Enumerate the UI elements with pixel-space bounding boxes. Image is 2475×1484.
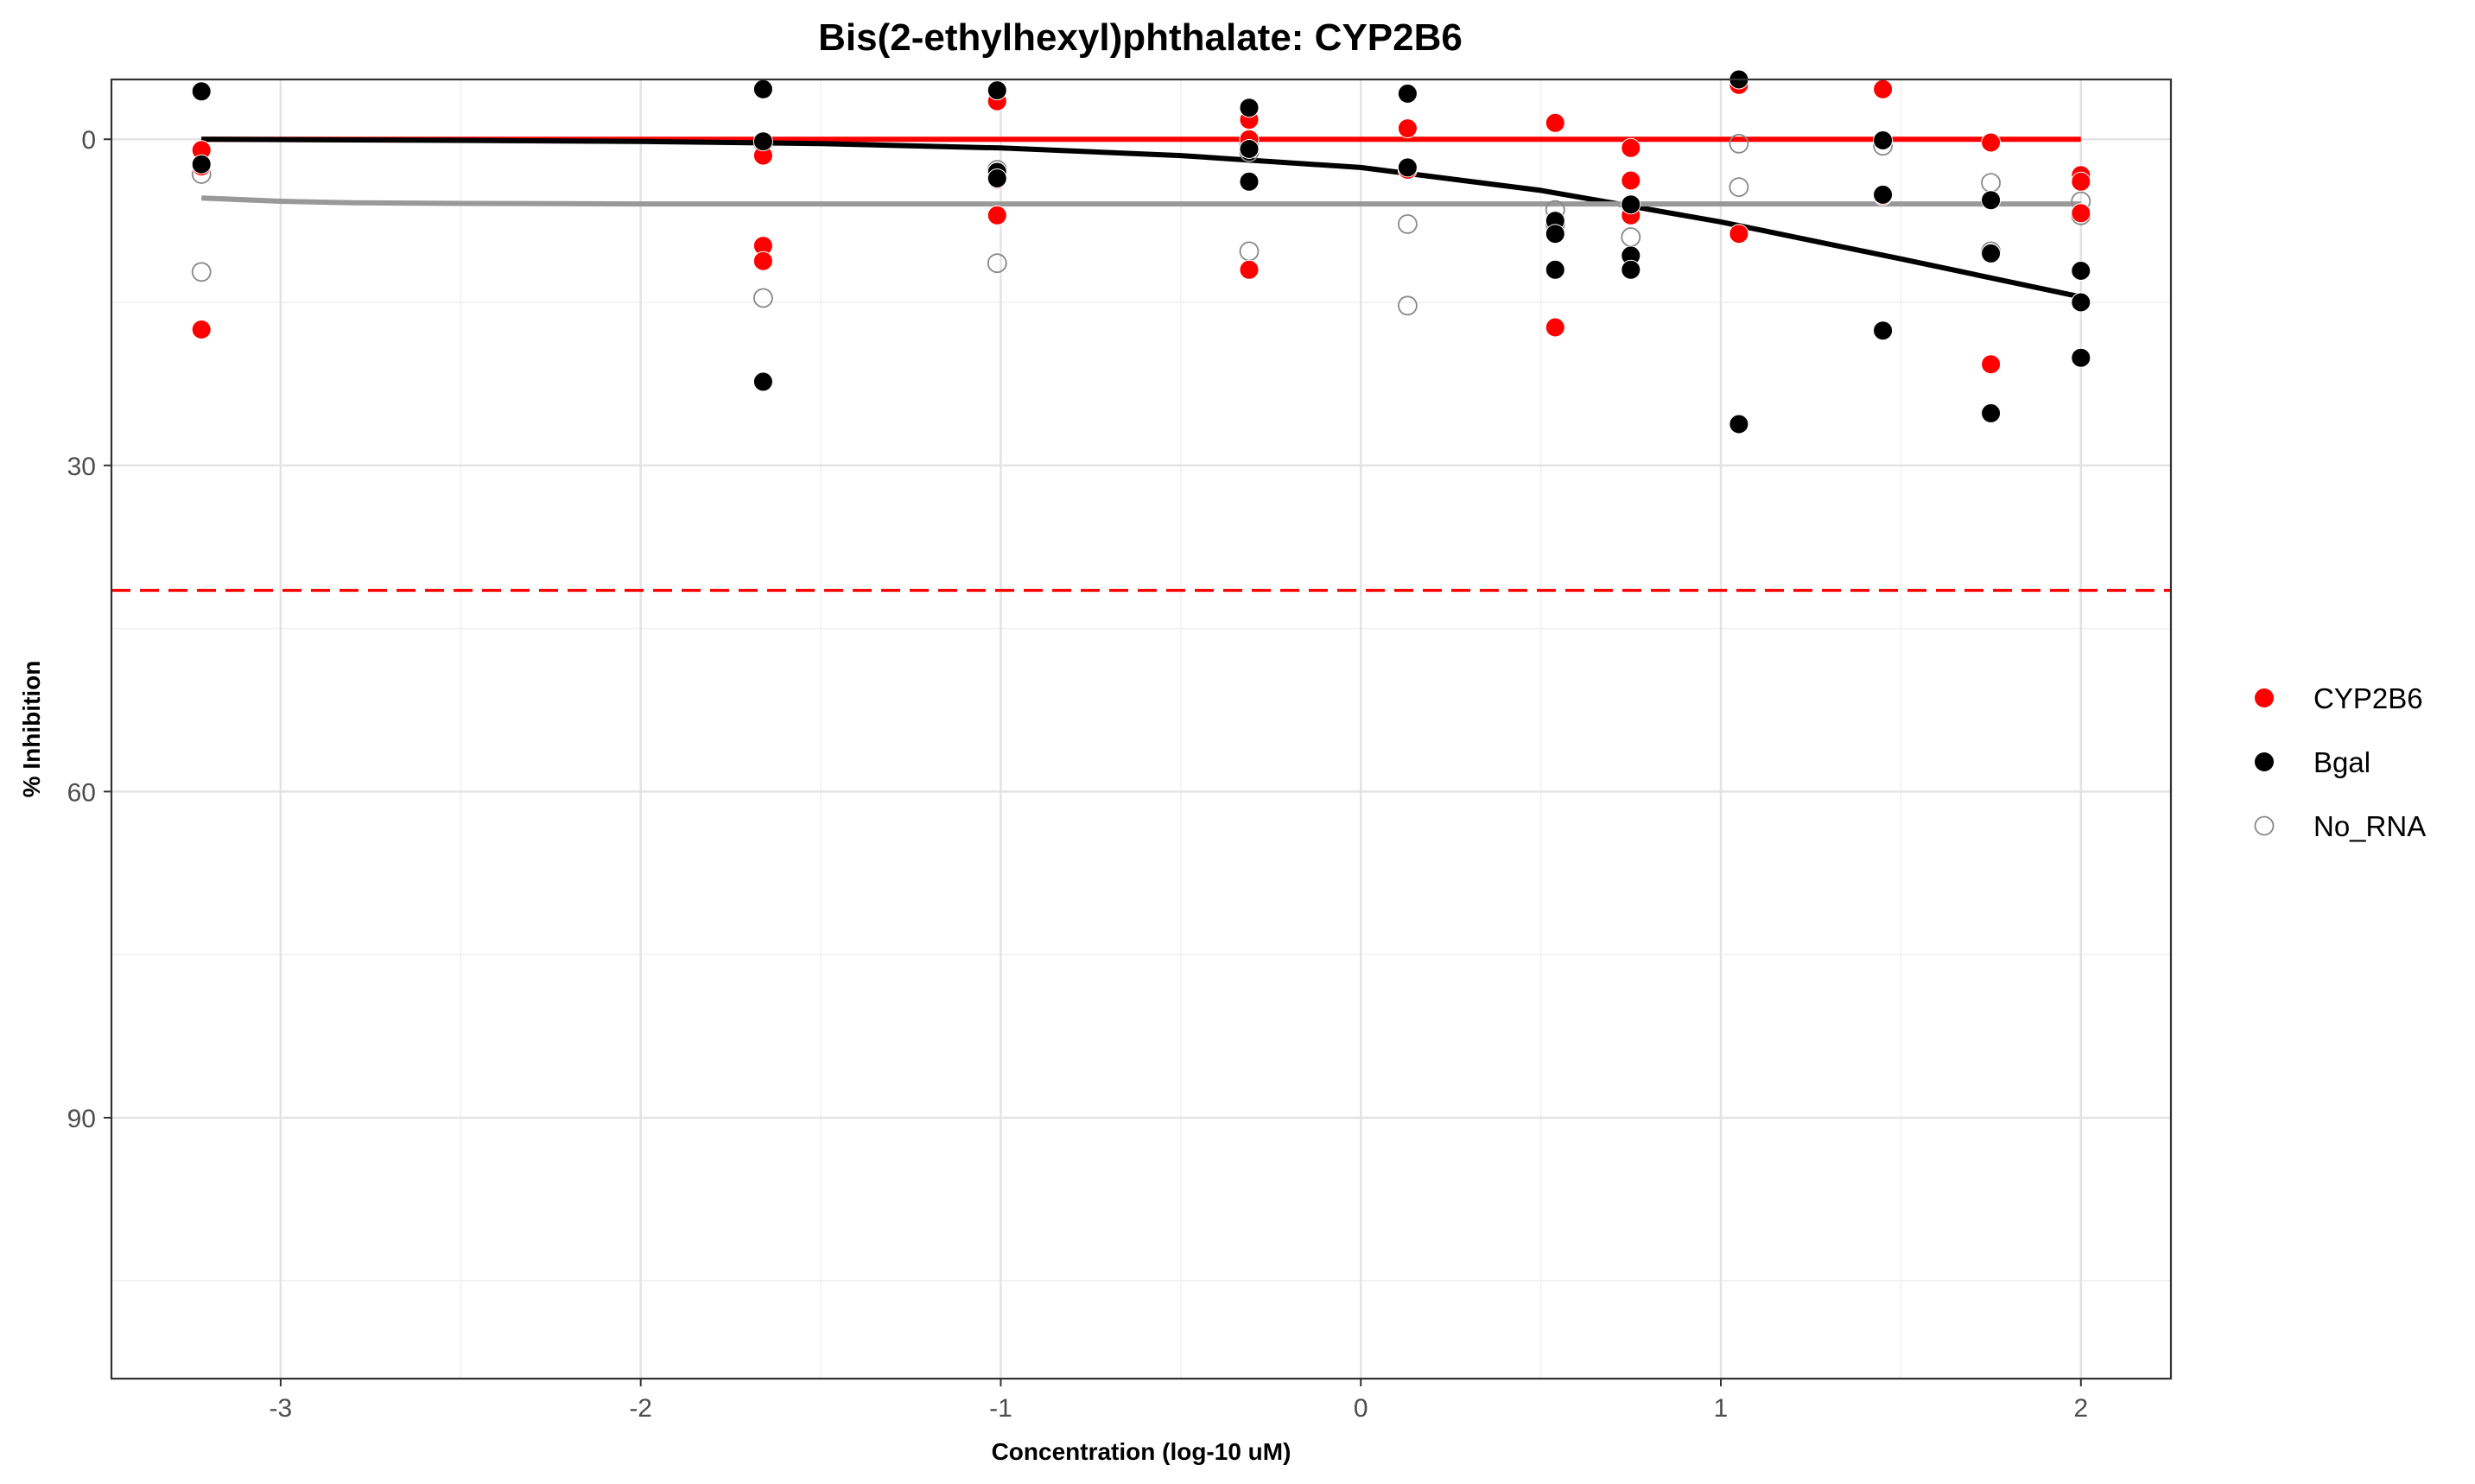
cyp2b6-point bbox=[1981, 132, 2002, 153]
cyp2b6-point bbox=[191, 320, 212, 339]
y-tick-label: 30 bbox=[67, 453, 96, 481]
cyp2b6-point bbox=[987, 205, 1007, 225]
y-tick-label: 60 bbox=[67, 778, 96, 807]
bgal-point bbox=[1397, 157, 1418, 178]
no-rna-point bbox=[1729, 177, 1749, 198]
cyp2b6-point bbox=[2071, 203, 2091, 224]
x-tick-label: 0 bbox=[1354, 1394, 1368, 1423]
y-tick-label: 0 bbox=[81, 126, 96, 155]
bgal-point bbox=[1397, 83, 1418, 104]
bgal-point bbox=[752, 371, 773, 392]
cyp2b6-point bbox=[1621, 170, 1641, 191]
bgal-fit-line bbox=[201, 136, 2082, 300]
cyp2b6-point bbox=[1545, 112, 1565, 133]
bgal-point bbox=[2071, 292, 2091, 313]
fit-lines bbox=[201, 136, 2082, 300]
bgal-point bbox=[1239, 98, 1260, 118]
x-tick-label: 1 bbox=[1714, 1394, 1729, 1423]
y-axis: 0 30 60 90 bbox=[67, 126, 111, 1133]
bgal-point bbox=[1873, 320, 1894, 341]
cyp2b6-point bbox=[1239, 259, 1260, 280]
bgal-point bbox=[1621, 259, 1641, 280]
cyp2b6-point bbox=[1397, 118, 1418, 139]
bgal-point bbox=[1873, 184, 1894, 205]
no-rna-point bbox=[753, 288, 773, 308]
legend-key-cyp2b6 bbox=[2255, 688, 2274, 707]
bgal-point bbox=[1239, 139, 1260, 159]
bgal-point bbox=[752, 79, 773, 99]
x-axis-title: Concentration (log-10 uM) bbox=[992, 1438, 1291, 1465]
cyp2b6-point bbox=[1873, 79, 1894, 99]
no-rna-point bbox=[191, 262, 212, 282]
cyp2b6-point bbox=[1545, 317, 1565, 338]
bgal-point bbox=[191, 81, 212, 102]
cyp2b6-point bbox=[1729, 224, 1749, 244]
x-tick-label: -3 bbox=[270, 1394, 293, 1423]
legend-label-cyp2b6: CYP2B6 bbox=[2313, 682, 2423, 714]
no-rna-fit-line bbox=[201, 195, 2081, 207]
bgal-point bbox=[987, 168, 1007, 188]
bgal-point bbox=[191, 154, 212, 174]
bgal-point bbox=[1729, 414, 1749, 434]
cyp2b6-point bbox=[2071, 171, 2091, 192]
chart-title: Bis(2-ethylhexyl)phthalate: CYP2B6 bbox=[818, 16, 1463, 59]
legend-key-no-rna bbox=[2254, 815, 2275, 836]
legend-label-bgal: Bgal bbox=[2313, 746, 2370, 778]
legend-label-no-rna: No_RNA bbox=[2313, 810, 2426, 842]
bgal-point bbox=[2071, 347, 2091, 368]
bgal-point bbox=[987, 80, 1007, 101]
legend: CYP2B6 Bgal No_RNA bbox=[2254, 682, 2426, 842]
bgal-point bbox=[1981, 190, 2002, 211]
y-axis-title: % Inhibition bbox=[18, 661, 45, 798]
cyp2b6-point bbox=[752, 251, 773, 271]
y-tick-label: 90 bbox=[67, 1105, 96, 1133]
data-points bbox=[191, 69, 2091, 434]
legend-key-bgal bbox=[2255, 752, 2274, 771]
bgal-point bbox=[1873, 130, 1894, 150]
grid bbox=[111, 79, 2171, 1379]
x-axis: -3 -2 -1 0 1 2 bbox=[270, 1379, 2088, 1423]
no-rna-point bbox=[1729, 133, 1749, 154]
x-tick-label: -2 bbox=[629, 1394, 652, 1423]
cyp2b6-point bbox=[1621, 137, 1641, 158]
no-rna-point bbox=[987, 253, 1007, 274]
no-rna-point bbox=[1398, 295, 1418, 316]
x-tick-label: -1 bbox=[989, 1394, 1012, 1423]
no-rna-point bbox=[1398, 213, 1418, 234]
bgal-point bbox=[1545, 224, 1565, 244]
bgal-point bbox=[752, 131, 773, 152]
bgal-point bbox=[1981, 243, 2002, 263]
x-tick-label: 2 bbox=[2073, 1394, 2088, 1423]
bgal-point bbox=[2071, 261, 2091, 281]
bgal-point bbox=[1545, 259, 1565, 280]
plot-border bbox=[110, 78, 2173, 1380]
bgal-point bbox=[1621, 194, 1641, 215]
cyp2b6-point bbox=[1981, 354, 2002, 375]
bgal-point bbox=[1239, 171, 1260, 192]
bgal-point bbox=[1981, 403, 2002, 423]
